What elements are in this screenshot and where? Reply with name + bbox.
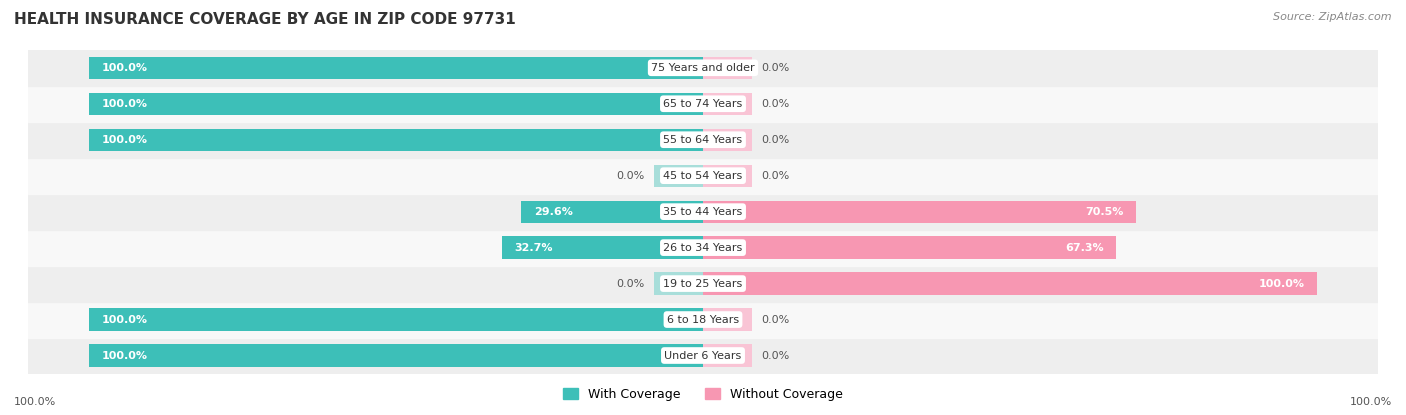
Bar [703,56,752,79]
Text: 100.0%: 100.0% [1258,278,1305,288]
Bar [28,158,1378,194]
Text: 26 to 34 Years: 26 to 34 Years [664,243,742,253]
Bar [28,50,1378,86]
Bar [90,56,703,79]
Bar [703,237,1116,259]
Bar [90,308,703,331]
Bar [703,308,752,331]
Text: Under 6 Years: Under 6 Years [665,351,741,361]
Text: 65 to 74 Years: 65 to 74 Years [664,99,742,109]
Text: HEALTH INSURANCE COVERAGE BY AGE IN ZIP CODE 97731: HEALTH INSURANCE COVERAGE BY AGE IN ZIP … [14,12,516,27]
Text: 100.0%: 100.0% [101,63,148,73]
Bar [703,129,752,151]
Bar [28,194,1378,229]
Text: 0.0%: 0.0% [761,315,790,325]
Text: 100.0%: 100.0% [101,351,148,361]
Bar [654,272,703,295]
Text: 75 Years and older: 75 Years and older [651,63,755,73]
Bar [28,86,1378,122]
Text: 32.7%: 32.7% [515,243,553,253]
Bar [28,337,1378,374]
Text: 0.0%: 0.0% [616,278,645,288]
Text: 29.6%: 29.6% [534,207,572,217]
Text: 70.5%: 70.5% [1085,207,1123,217]
Text: 0.0%: 0.0% [761,63,790,73]
Text: 100.0%: 100.0% [101,135,148,145]
Bar [90,344,703,367]
Bar [703,164,752,187]
Bar [703,344,752,367]
Bar [703,93,752,115]
Bar [703,200,1136,223]
Text: 100.0%: 100.0% [101,315,148,325]
Bar [654,164,703,187]
Text: 6 to 18 Years: 6 to 18 Years [666,315,740,325]
Text: 0.0%: 0.0% [616,171,645,181]
Text: 67.3%: 67.3% [1064,243,1104,253]
Text: 0.0%: 0.0% [761,351,790,361]
Bar [703,272,1316,295]
Text: 100.0%: 100.0% [101,99,148,109]
Text: 0.0%: 0.0% [761,135,790,145]
Bar [28,266,1378,302]
Text: 55 to 64 Years: 55 to 64 Years [664,135,742,145]
Text: 0.0%: 0.0% [761,99,790,109]
Bar [28,302,1378,337]
Bar [28,229,1378,266]
Text: 0.0%: 0.0% [761,171,790,181]
Text: Source: ZipAtlas.com: Source: ZipAtlas.com [1274,12,1392,22]
Bar [522,200,703,223]
Text: 100.0%: 100.0% [14,397,56,407]
Text: 19 to 25 Years: 19 to 25 Years [664,278,742,288]
Text: 35 to 44 Years: 35 to 44 Years [664,207,742,217]
Bar [502,237,703,259]
Text: 45 to 54 Years: 45 to 54 Years [664,171,742,181]
Bar [90,129,703,151]
Text: 100.0%: 100.0% [1350,397,1392,407]
Legend: With Coverage, Without Coverage: With Coverage, Without Coverage [558,383,848,406]
Bar [28,122,1378,158]
Bar [90,93,703,115]
